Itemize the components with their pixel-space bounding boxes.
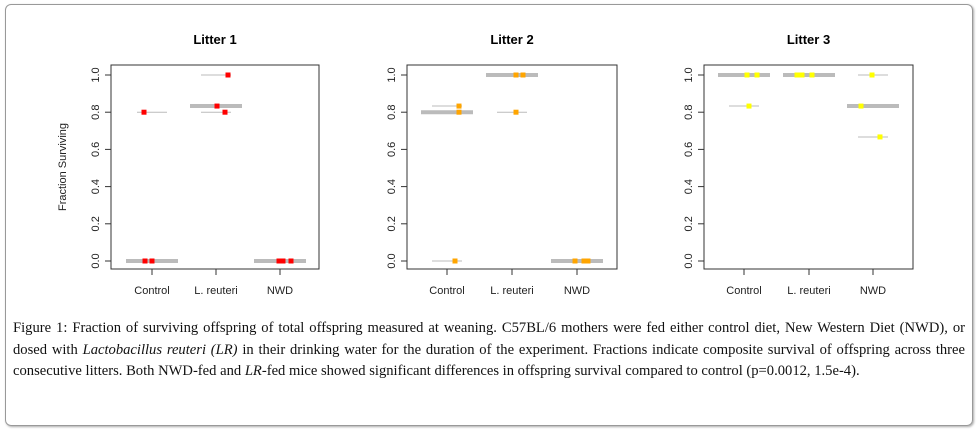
y-tick-label: 0.6 [386, 142, 398, 157]
x-tick-label: NWD [267, 285, 293, 297]
data-point [288, 258, 294, 264]
y-tick-label: 0.0 [386, 253, 398, 268]
chart-title: Litter 2 [490, 32, 533, 47]
data-point [585, 258, 591, 264]
data-point [149, 258, 155, 264]
caption-segment: Lactobacillus reuteri (LR) [82, 341, 238, 358]
figure-caption: Figure 1: Fraction of surviving offsprin… [13, 318, 965, 383]
caption-segment: in their drinking water for the duration… [13, 341, 965, 380]
data-point [280, 258, 286, 264]
y-tick-label: 0.2 [683, 216, 695, 231]
chart-panel-2: Litter 2 0.0 0.2 0.4 0.6 0.8 1.0 Control L. reut… [386, 32, 618, 297]
data-point [581, 258, 587, 264]
data-point [456, 103, 462, 109]
y-tick-label: 0.8 [386, 105, 398, 120]
plot-box [406, 64, 618, 270]
x-tick-label: L. reuteri [194, 285, 237, 297]
chart-title: Litter 1 [193, 32, 236, 47]
y-tick-label: 0.4 [90, 179, 102, 194]
data-point [214, 103, 220, 109]
y-tick-label: 0.2 [90, 216, 102, 231]
data-point [142, 258, 148, 264]
y-tick-label: 0.4 [683, 179, 695, 194]
y-tick-label: 0.2 [386, 216, 398, 231]
data-point [452, 258, 458, 264]
data-point [799, 72, 805, 78]
plot-box [110, 64, 320, 270]
y-axis-label: Fraction Surviving [57, 123, 69, 211]
plot-box [703, 64, 914, 270]
data-point [877, 134, 883, 140]
y-tick-label: 0.8 [683, 105, 695, 120]
y-tick-label: 0.6 [90, 142, 102, 157]
x-tick-label: NWD [860, 285, 886, 297]
data-point [794, 72, 800, 78]
x-tick-label: L. reuteri [490, 285, 533, 297]
data-point [744, 72, 750, 78]
chart-title: Litter 3 [787, 32, 830, 47]
data-point [222, 109, 228, 115]
chart-panel-1: Litter 1 0.0 0.2 0.4 0.6 0.8 1.0 Fraction Survi… [57, 32, 320, 297]
data-point [225, 72, 231, 78]
data-point [858, 103, 864, 109]
data-point [513, 109, 519, 115]
y-tick-label: 1.0 [386, 67, 398, 82]
figure-frame [5, 4, 973, 426]
x-tick-label: L. reuteri [787, 285, 830, 297]
y-tick-label: 1.0 [683, 67, 695, 82]
x-tick-label: Control [134, 285, 169, 297]
y-tick-label: 1.0 [90, 67, 102, 82]
caption-segment: -fed mice showed significant differences… [261, 363, 860, 379]
data-point [572, 258, 578, 264]
litter-charts: Litter 1 0.0 0.2 0.4 0.6 0.8 1.0 Fraction Survi… [57, 32, 914, 297]
y-tick-label: 0.4 [386, 179, 398, 194]
x-tick-label: Control [429, 285, 464, 297]
y-tick-label: 0.6 [683, 142, 695, 157]
x-tick-label: NWD [564, 285, 590, 297]
data-point [754, 72, 760, 78]
data-point [513, 72, 519, 78]
data-point [869, 72, 875, 78]
chart-panel-3: Litter 3 0.0 0.2 0.4 0.6 0.8 1.0 Control L. reut… [683, 32, 914, 297]
caption-segment: Figure 1: Fraction of surviving offsprin… [13, 320, 965, 358]
y-tick-label: 0.0 [90, 253, 102, 268]
data-point [809, 72, 815, 78]
x-tick-label: Control [726, 285, 761, 297]
data-point [520, 72, 526, 78]
data-point [746, 103, 752, 109]
y-tick-label: 0.8 [90, 105, 102, 120]
data-point [276, 258, 282, 264]
data-point [141, 109, 147, 115]
caption-segment: LR [244, 363, 262, 379]
y-tick-label: 0.0 [683, 253, 695, 268]
data-point [456, 109, 462, 115]
